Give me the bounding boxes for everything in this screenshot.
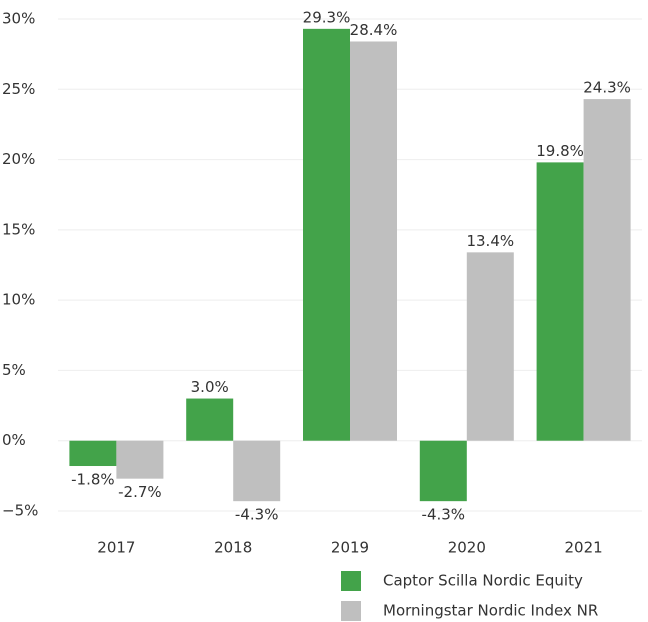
y-tick-label: 5%: [2, 361, 26, 379]
x-tick-label: 2017: [97, 539, 135, 557]
value-label: 29.3%: [303, 8, 351, 26]
y-tick-label: 10%: [2, 291, 35, 309]
x-tick-label: 2019: [331, 539, 369, 557]
legend-swatch: [341, 601, 361, 621]
value-label: -4.3%: [422, 506, 466, 524]
bar: [69, 440, 117, 467]
y-tick-label: 25%: [2, 80, 35, 98]
legend-label: Captor Scilla Nordic Equity: [383, 572, 583, 590]
bar: [233, 440, 281, 502]
value-label: -4.3%: [235, 506, 279, 524]
value-label: 13.4%: [466, 232, 514, 250]
value-label: 28.4%: [350, 21, 398, 39]
y-tick-label: 0%: [2, 431, 26, 449]
legend-label: Morningstar Nordic Index NR: [383, 602, 598, 620]
y-tick-label: −5%: [2, 502, 38, 520]
bar: [303, 28, 350, 441]
value-label: 24.3%: [583, 79, 631, 97]
value-label: 19.8%: [536, 142, 584, 160]
bar: [466, 252, 514, 441]
bar: [583, 99, 631, 441]
x-tick-label: 2021: [565, 539, 603, 557]
value-label: 3.0%: [191, 378, 229, 396]
x-tick-label: 2020: [448, 539, 486, 557]
bar: [536, 162, 584, 441]
y-tick-label: 30%: [2, 10, 35, 28]
bar: [186, 398, 234, 441]
bar: [350, 41, 397, 441]
bar: [419, 440, 467, 502]
x-tick-label: 2018: [214, 539, 252, 557]
legend-swatch: [341, 571, 361, 591]
value-label: -1.8%: [71, 471, 115, 489]
bar: [116, 440, 164, 479]
y-tick-label: 15%: [2, 220, 35, 238]
y-tick-label: 20%: [2, 150, 35, 168]
value-label: -2.7%: [118, 483, 162, 501]
